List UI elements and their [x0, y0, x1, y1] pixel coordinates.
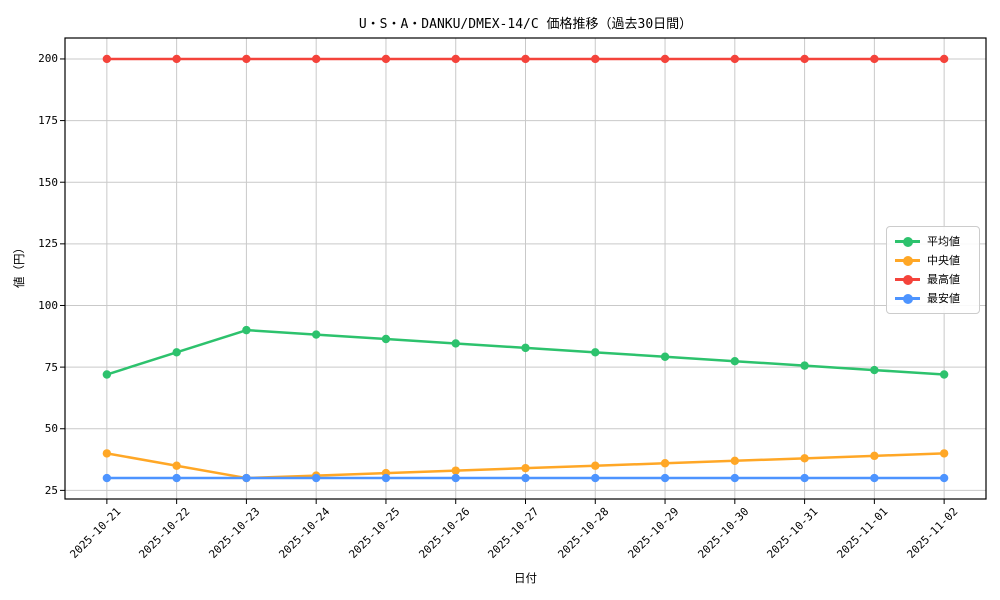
series-point-min: [451, 473, 460, 483]
legend: 平均値中央値最高値最安値: [886, 226, 980, 314]
series-point-min: [521, 473, 530, 483]
series-point-max: [521, 54, 530, 64]
series-point-average: [242, 325, 251, 335]
legend-marker-icon: [902, 274, 913, 285]
legend-line-sample: [895, 274, 920, 285]
series-point-max: [939, 54, 949, 64]
legend-item-average: 平均値: [895, 233, 971, 250]
series-point-average: [451, 339, 460, 348]
series-point-max: [451, 54, 460, 64]
y-tick-label: 125: [38, 237, 58, 251]
series-point-average: [591, 348, 600, 357]
series-point-median: [451, 466, 460, 475]
series-point-average: [800, 361, 809, 370]
series-point-max: [800, 54, 809, 64]
y-tick-label: 200: [38, 52, 58, 66]
x-axis-label: 日付: [514, 571, 537, 585]
series-point-average: [102, 370, 112, 379]
legend-label: 最高値: [927, 272, 960, 286]
y-tick-label: 100: [38, 298, 58, 312]
series-point-max: [591, 54, 600, 64]
series-point-median: [730, 456, 740, 465]
legend-label: 中央値: [927, 253, 960, 267]
series-point-max: [242, 54, 251, 64]
series-point-average: [521, 343, 530, 353]
series-point-max: [660, 54, 670, 64]
series-point-median: [870, 451, 879, 461]
y-axis-label: 値（円）: [12, 242, 26, 288]
series-point-average: [660, 352, 670, 361]
series-point-median: [660, 459, 670, 468]
legend-line-sample: [895, 293, 920, 304]
series-point-min: [242, 473, 251, 483]
series-point-min: [939, 473, 949, 483]
series-point-min: [381, 473, 391, 483]
y-tick-label: 175: [38, 114, 58, 128]
legend-marker-icon: [902, 255, 913, 266]
legend-line-sample: [895, 236, 920, 247]
series-point-average: [381, 334, 391, 344]
series-point-max: [172, 54, 181, 64]
chart-title: U・S・A・DANKU/DMEX-14/C 価格推移（過去30日間）: [358, 17, 693, 32]
legend-line-sample: [895, 255, 920, 266]
series-point-median: [939, 449, 949, 458]
series-point-min: [591, 473, 600, 483]
legend-label: 平均値: [927, 234, 960, 248]
series-point-min: [311, 473, 321, 483]
series-point-median: [172, 461, 181, 470]
series-point-average: [730, 356, 740, 366]
series-point-max: [311, 54, 321, 64]
series-point-min: [660, 473, 670, 483]
y-tick-label: 50: [44, 422, 58, 436]
y-tick-label: 25: [44, 483, 58, 497]
series-point-median: [800, 454, 809, 463]
series-point-min: [172, 473, 181, 483]
series-point-max: [730, 54, 740, 64]
legend-item-median: 中央値: [895, 252, 971, 269]
legend-label: 最安値: [927, 291, 960, 305]
series-point-median: [102, 449, 112, 458]
series-point-max: [381, 54, 391, 64]
y-tick-label: 75: [44, 360, 58, 374]
legend-marker-icon: [902, 293, 913, 304]
series-point-min: [730, 473, 740, 483]
series-point-min: [800, 473, 809, 483]
legend-item-min: 最安値: [895, 290, 971, 307]
legend-marker-icon: [902, 236, 913, 247]
series-point-max: [102, 54, 112, 64]
series-point-median: [591, 461, 600, 470]
series-point-average: [311, 330, 321, 339]
y-tick-label: 150: [38, 175, 58, 189]
series-point-max: [870, 54, 879, 64]
legend-item-max: 最高値: [895, 271, 971, 288]
series-point-min: [870, 473, 879, 483]
series-point-average: [172, 348, 181, 357]
series-point-median: [521, 463, 530, 473]
series-point-average: [870, 365, 879, 375]
series-point-min: [102, 473, 112, 483]
series-point-average: [939, 370, 949, 379]
